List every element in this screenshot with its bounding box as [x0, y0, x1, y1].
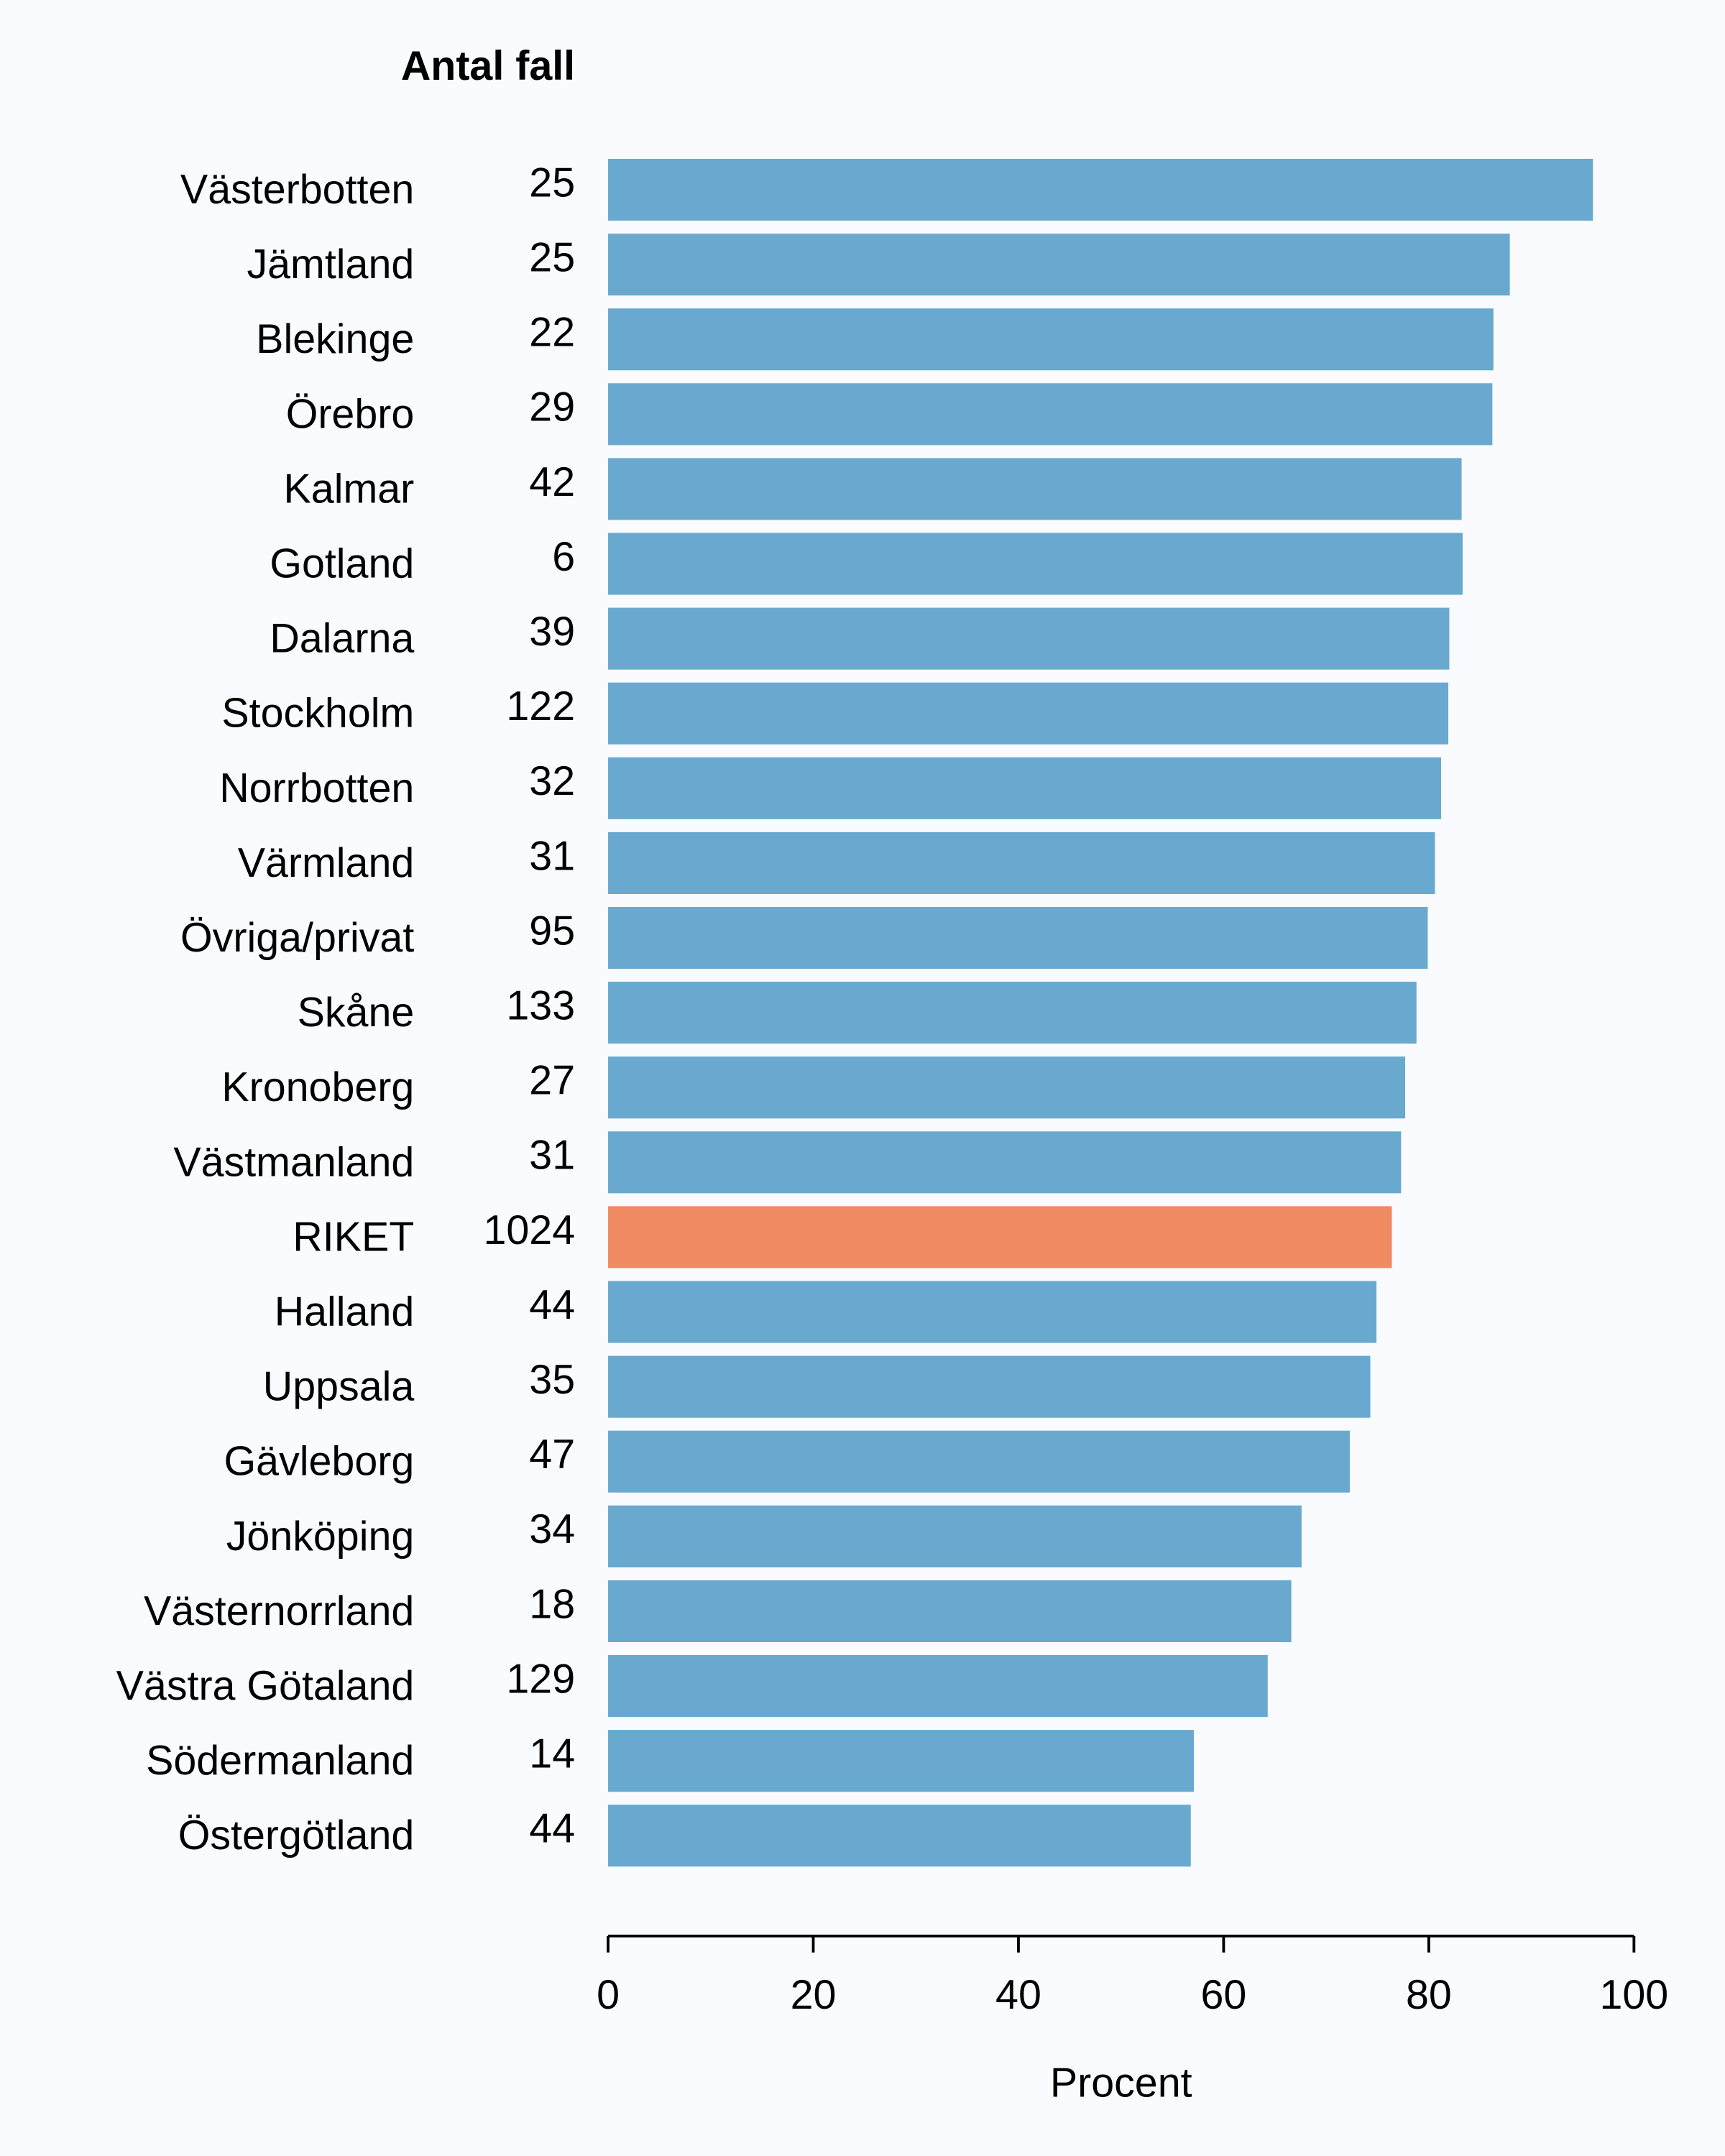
count-label: 29	[529, 384, 575, 430]
count-label: 42	[529, 459, 575, 505]
count-label: 44	[529, 1282, 575, 1328]
y-tick-label: Västerbotten	[180, 167, 414, 213]
bar	[608, 682, 1449, 745]
count-label: 39	[529, 609, 575, 655]
y-tick-label: Örebro	[286, 391, 415, 437]
bar	[608, 757, 1442, 819]
count-label: 129	[506, 1656, 575, 1702]
y-tick-label: Gotland	[270, 541, 414, 587]
bar	[608, 533, 1463, 595]
y-tick-label: Jämtland	[247, 241, 414, 287]
bar	[608, 831, 1435, 894]
count-label: 27	[529, 1058, 575, 1104]
count-label: 95	[529, 908, 575, 954]
bar	[608, 383, 1493, 446]
count-label: 34	[529, 1506, 575, 1552]
count-label: 31	[529, 1133, 575, 1179]
y-tick-label: Kronoberg	[221, 1064, 414, 1110]
y-tick-label: Blekinge	[256, 316, 414, 362]
y-tick-label: Norrbotten	[219, 765, 414, 811]
bar	[608, 1805, 1191, 1867]
count-label: 31	[529, 833, 575, 879]
y-tick-label: Västmanland	[173, 1139, 414, 1185]
bar	[608, 1505, 1302, 1567]
bar	[608, 607, 1450, 670]
y-tick-label: Halland	[275, 1289, 415, 1335]
y-tick-label: Västernorrland	[144, 1588, 414, 1634]
x-tick-label: 100	[1599, 1972, 1668, 2018]
y-tick-label: Stockholm	[221, 691, 414, 737]
bar	[608, 158, 1593, 221]
count-label: 18	[529, 1581, 575, 1627]
x-tick-label: 0	[597, 1972, 620, 2018]
count-label: 14	[529, 1731, 575, 1777]
x-tick-label: 40	[995, 1972, 1041, 2018]
y-tick-label: Dalarna	[270, 616, 414, 662]
y-tick-label: Jönköping	[226, 1514, 415, 1560]
count-label: 6	[552, 534, 575, 580]
bar	[608, 1580, 1292, 1642]
bar	[608, 982, 1417, 1044]
y-tick-label: Västra Götaland	[116, 1663, 415, 1709]
x-tick-label: 60	[1201, 1972, 1247, 2018]
bar	[608, 1056, 1406, 1119]
count-label: 22	[529, 310, 575, 356]
y-tick-label: RIKET	[293, 1214, 414, 1260]
y-tick-label: Uppsala	[263, 1364, 415, 1410]
bar	[608, 1131, 1402, 1194]
y-tick-label: Östergötland	[178, 1812, 415, 1858]
count-label: 25	[529, 235, 575, 281]
count-label: 1024	[483, 1207, 575, 1253]
bar	[608, 1654, 1268, 1718]
count-label: 133	[506, 983, 575, 1029]
count-label: 122	[506, 683, 575, 729]
bar	[608, 308, 1494, 371]
y-tick-label: Övriga/privat	[180, 915, 414, 961]
count-label: 47	[529, 1432, 575, 1478]
y-tick-label: Skåne	[298, 990, 415, 1036]
bar	[608, 458, 1462, 520]
x-axis-label: Procent	[1050, 2060, 1192, 2106]
bar	[608, 1355, 1371, 1418]
count-label: 32	[529, 758, 575, 804]
count-label: 44	[529, 1806, 575, 1852]
y-tick-label: Värmland	[238, 840, 415, 886]
count-label: 25	[529, 160, 575, 206]
bar	[608, 906, 1428, 969]
y-tick-label: Gävleborg	[224, 1439, 415, 1485]
x-tick-label: 80	[1406, 1972, 1452, 2018]
bar	[608, 1430, 1350, 1493]
bar	[608, 1730, 1195, 1792]
y-tick-label: Södermanland	[146, 1738, 414, 1784]
bar	[608, 1281, 1377, 1343]
y-tick-label: Kalmar	[284, 466, 415, 512]
count-header: Antal fall	[401, 43, 575, 89]
bar	[608, 1206, 1392, 1268]
bar	[608, 234, 1510, 296]
count-label: 35	[529, 1357, 575, 1403]
x-tick-label: 20	[791, 1972, 837, 2018]
